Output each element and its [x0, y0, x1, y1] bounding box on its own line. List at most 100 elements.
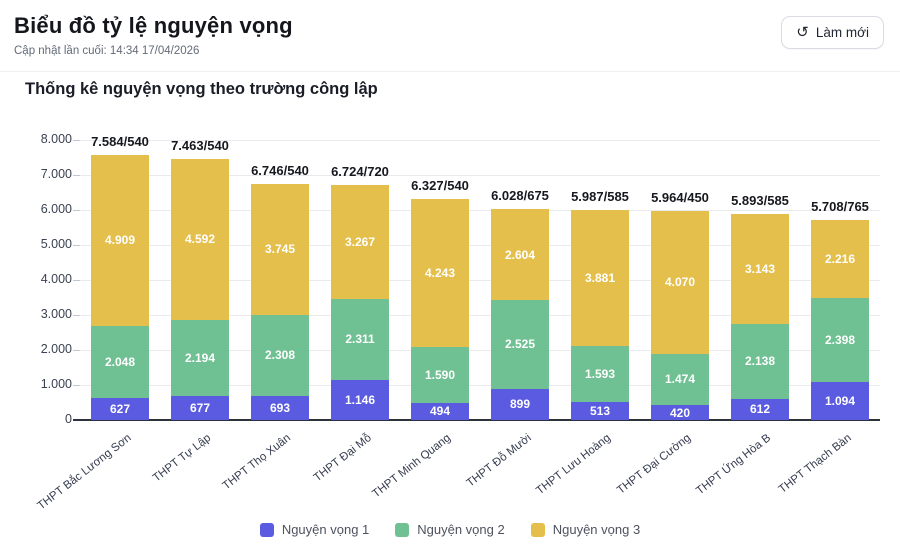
y-axis-tick [73, 175, 80, 176]
bar: 4.070 1.474 420 [651, 211, 709, 420]
page-title: Biểu đồ tỷ lệ nguyện vọng [14, 13, 293, 38]
gridline [80, 175, 880, 176]
segment-value-label: 2.194 [184, 350, 216, 365]
gridline [80, 280, 880, 281]
bar-segment-2[interactable]: 2.048 [91, 326, 149, 399]
segment-value-label: 4.909 [104, 233, 136, 248]
bar-segment-3[interactable]: 4.070 [651, 211, 709, 354]
segment-value-label: 2.604 [504, 247, 536, 262]
gridline [80, 210, 880, 211]
segment-value-label: 627 [109, 402, 131, 416]
segment-value-label: 3.143 [744, 261, 776, 276]
y-axis-tick-label: 1.000 [40, 377, 72, 391]
bar-total-label: 6.327/540 [411, 177, 469, 193]
legend-swatch-icon [259, 522, 274, 537]
x-axis-category-text: THPT Minh Quang [370, 432, 454, 501]
bar-segment-2[interactable]: 2.311 [331, 299, 389, 380]
bar-segment-3[interactable]: 3.745 [251, 183, 309, 315]
legend-swatch-icon [395, 522, 410, 537]
bar-segment-1[interactable]: 612 [731, 398, 789, 420]
legend-swatch-icon [530, 522, 545, 537]
bar-segment-3[interactable]: 2.604 [491, 209, 549, 301]
bar-segment-1[interactable]: 677 [171, 396, 229, 420]
bar-segment-1[interactable]: 627 [91, 398, 149, 420]
bar-segment-2[interactable]: 2.398 [811, 297, 869, 382]
bar: 4.909 2.048 627 [91, 154, 149, 420]
bar-segment-3[interactable]: 3.881 [571, 210, 629, 347]
x-axis-category-text: THPT Bắc Lương Sơn [35, 432, 134, 513]
y-axis-tick-label: 2.000 [40, 342, 72, 356]
segment-value-label: 899 [509, 397, 531, 412]
chart-title: Thống kê nguyện vọng theo trường công lậ… [25, 80, 378, 98]
y-axis-tick-label: 5.000 [40, 237, 72, 251]
gridline [80, 315, 880, 316]
bar-total-label: 7.584/540 [91, 133, 149, 149]
legend-label: Nguyện vọng 1 [281, 522, 370, 537]
segment-value-label: 693 [269, 400, 291, 415]
bar-segment-2[interactable]: 2.525 [491, 300, 549, 389]
y-axis-tick [73, 385, 80, 386]
bar-segment-1[interactable]: 1.146 [331, 379, 389, 420]
bar-segment-3[interactable]: 4.909 [91, 154, 149, 327]
refresh-button-label: Làm mới [815, 25, 869, 40]
segment-value-label: 1.590 [424, 367, 456, 382]
bar-segment-2[interactable]: 1.474 [651, 353, 709, 406]
segment-value-label: 420 [669, 405, 691, 420]
bar-segment-2[interactable]: 1.593 [571, 346, 629, 403]
bar: 3.881 1.593 513 [571, 210, 629, 420]
bar-segment-3[interactable]: 4.243 [411, 198, 469, 348]
y-axis-tick-label: 0 [65, 412, 72, 426]
bar-total-label: 5.987/585 [571, 189, 629, 205]
segment-value-label: 4.592 [184, 232, 216, 247]
bar-segment-1[interactable]: 494 [411, 402, 469, 420]
x-axis-category-text: THPT Thạch Bàn [776, 432, 854, 496]
bar-total-label: 5.964/450 [651, 190, 709, 206]
bar-segment-1[interactable]: 513 [571, 402, 629, 420]
segment-value-label: 2.398 [824, 332, 856, 347]
bar-segment-3[interactable]: 3.143 [731, 213, 789, 324]
bar-total-label: 5.708/765 [811, 199, 869, 215]
bar-segment-1[interactable]: 693 [251, 395, 309, 420]
segment-value-label: 612 [749, 402, 771, 417]
y-axis-tick-label: 7.000 [40, 167, 72, 181]
bar-total-label: 6.028/675 [491, 188, 549, 204]
segment-value-label: 1.474 [664, 372, 696, 387]
segment-value-label: 2.216 [824, 251, 856, 266]
bar: 3.143 2.138 612 [731, 213, 789, 420]
legend-item-3[interactable]: Nguyện vọng 3 [530, 522, 641, 537]
x-axis-category-text: THPT Đỗ Mười [464, 432, 534, 490]
bar-segment-3[interactable]: 4.592 [171, 158, 229, 320]
x-axis-line [73, 419, 880, 421]
bar-segment-2[interactable]: 1.590 [411, 347, 469, 403]
x-axis-category-text: THPT Tự Lập [150, 432, 214, 485]
gridline [80, 140, 880, 141]
segment-value-label: 3.745 [264, 242, 296, 257]
bar-segment-1[interactable]: 1.094 [811, 381, 869, 420]
y-axis-tick-label: 8.000 [40, 132, 72, 146]
segment-value-label: 3.267 [344, 234, 376, 249]
segment-value-label: 2.308 [264, 348, 296, 363]
legend-label: Nguyện vọng 2 [417, 522, 505, 537]
bar-segment-1[interactable]: 899 [491, 388, 549, 420]
y-axis-tick [73, 280, 80, 281]
bar-segment-1[interactable]: 420 [651, 405, 709, 420]
y-axis-tick [73, 245, 80, 246]
segment-value-label: 4.243 [424, 265, 456, 280]
x-axis-category-text: THPT Thọ Xuân [220, 432, 294, 493]
refresh-button[interactable]: ↺ Làm mới [781, 16, 884, 49]
bar-segment-3[interactable]: 3.267 [331, 184, 389, 299]
stacked-bar-chart: Thống kê nguyện vọng theo trường công lậ… [0, 72, 900, 549]
bar-total-label: 6.724/720 [331, 163, 389, 179]
x-axis-category-text: THPT Đại Mỗ [311, 432, 374, 485]
bar-total-label: 5.893/585 [731, 192, 789, 208]
bar-segment-2[interactable]: 2.138 [731, 323, 789, 399]
bar: 4.592 2.194 677 [171, 158, 229, 420]
legend-label: Nguyện vọng 3 [552, 522, 641, 537]
segment-value-label: 2.311 [345, 332, 375, 347]
bar-segment-2[interactable]: 2.308 [251, 314, 309, 396]
bar: 4.243 1.590 494 [411, 198, 469, 420]
bar-segment-3[interactable]: 2.216 [811, 220, 869, 298]
legend-item-1[interactable]: Nguyện vọng 1 [259, 522, 370, 537]
legend-item-2[interactable]: Nguyện vọng 2 [395, 522, 505, 537]
bar-segment-2[interactable]: 2.194 [171, 319, 229, 397]
